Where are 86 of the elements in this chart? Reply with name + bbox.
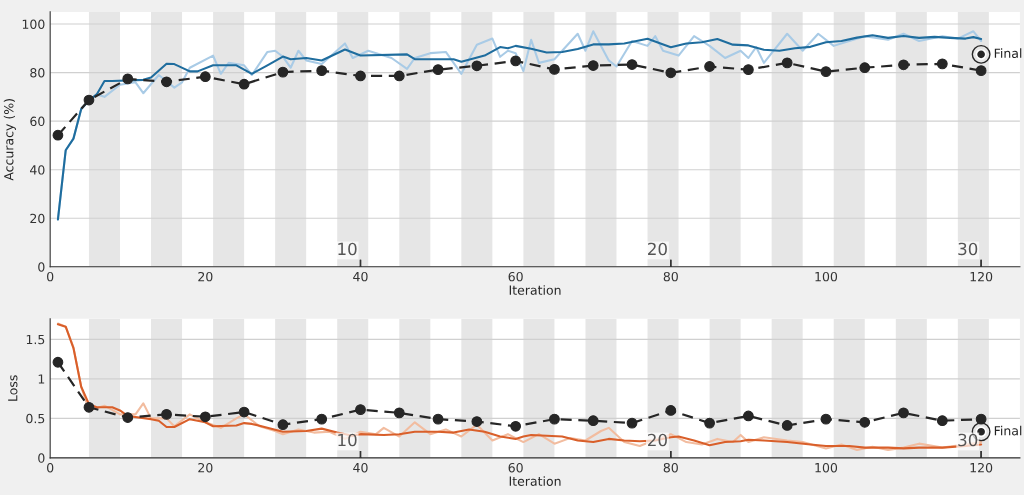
x-tick-label: 20 bbox=[198, 462, 213, 473]
point bbox=[859, 416, 871, 428]
annotation: 20 bbox=[648, 433, 667, 447]
point bbox=[820, 66, 832, 77]
x-tick-label: 0 bbox=[47, 271, 54, 282]
point bbox=[859, 62, 871, 74]
y-tick-label: 100 bbox=[22, 19, 45, 29]
point bbox=[743, 64, 754, 76]
series-label: Final bbox=[994, 425, 1022, 436]
annotation: 10 bbox=[338, 242, 357, 256]
point bbox=[52, 129, 64, 141]
annotation: 30 bbox=[958, 433, 978, 447]
point bbox=[549, 64, 560, 75]
point bbox=[975, 65, 987, 77]
point bbox=[161, 76, 172, 88]
x-axis-title: Iteration bbox=[509, 285, 561, 295]
x-tick-label: 60 bbox=[508, 271, 523, 282]
point bbox=[161, 409, 172, 420]
point bbox=[432, 413, 444, 425]
point bbox=[587, 415, 599, 427]
y-tick-label: 1 bbox=[38, 374, 45, 384]
point bbox=[199, 411, 211, 423]
x-tick-label: 100 bbox=[815, 271, 838, 282]
x-tick-label: 40 bbox=[353, 271, 368, 282]
point bbox=[704, 61, 715, 72]
point bbox=[626, 417, 638, 429]
point bbox=[936, 58, 948, 70]
point bbox=[122, 73, 134, 85]
point bbox=[355, 404, 366, 416]
x-tick-label: 0 bbox=[47, 462, 54, 473]
point bbox=[316, 413, 328, 425]
y-axis-title: Accuracy (%) bbox=[3, 99, 16, 181]
point bbox=[471, 60, 483, 72]
point bbox=[355, 70, 366, 82]
x-tick-label: 40 bbox=[353, 462, 368, 473]
point bbox=[238, 78, 250, 90]
x-tick-label: 100 bbox=[815, 462, 838, 473]
point bbox=[820, 413, 832, 425]
point bbox=[510, 55, 522, 67]
y-tick-label: 20 bbox=[30, 213, 45, 224]
x-tick-label: 120 bbox=[970, 271, 993, 282]
point bbox=[199, 71, 211, 83]
x-tick-label: 80 bbox=[663, 462, 678, 473]
point bbox=[316, 65, 328, 77]
series-label: Final bbox=[994, 48, 1022, 58]
y-tick-label: 80 bbox=[30, 68, 45, 78]
annotation: 20 bbox=[648, 242, 667, 256]
point bbox=[665, 67, 677, 79]
point bbox=[277, 66, 289, 78]
point bbox=[781, 420, 793, 431]
x-tick-label: 20 bbox=[198, 271, 213, 282]
point bbox=[510, 420, 522, 432]
point bbox=[432, 64, 444, 76]
point bbox=[471, 416, 483, 427]
point bbox=[626, 59, 638, 70]
y-tick-label: 0 bbox=[38, 262, 45, 272]
point bbox=[122, 412, 134, 423]
point bbox=[83, 94, 95, 106]
x-tick-label: 80 bbox=[663, 271, 678, 282]
x-axis-title: Iteration bbox=[509, 476, 561, 486]
point bbox=[587, 60, 599, 71]
y-tick-label: 0 bbox=[38, 453, 45, 463]
point bbox=[898, 59, 909, 71]
point bbox=[238, 406, 250, 418]
point bbox=[393, 407, 405, 419]
point bbox=[704, 417, 715, 429]
annotation: 10 bbox=[338, 433, 357, 447]
point bbox=[898, 407, 909, 419]
y-tick-label: 1.5 bbox=[26, 334, 45, 345]
y-tick-label: 40 bbox=[30, 165, 45, 175]
point bbox=[83, 401, 95, 413]
y-axis-title: Loss bbox=[8, 375, 18, 401]
x-tick-label: 60 bbox=[508, 462, 523, 473]
annotation: 30 bbox=[958, 242, 978, 256]
point bbox=[971, 44, 991, 64]
point bbox=[781, 57, 793, 69]
y-tick-label: 60 bbox=[30, 116, 45, 127]
point bbox=[936, 415, 948, 427]
x-tick-label: 120 bbox=[970, 462, 993, 473]
point bbox=[277, 419, 289, 431]
point bbox=[393, 70, 405, 82]
point bbox=[549, 413, 560, 425]
point bbox=[665, 405, 677, 416]
y-tick-label: 0.5 bbox=[26, 413, 45, 424]
point bbox=[52, 356, 64, 368]
point bbox=[743, 410, 754, 422]
